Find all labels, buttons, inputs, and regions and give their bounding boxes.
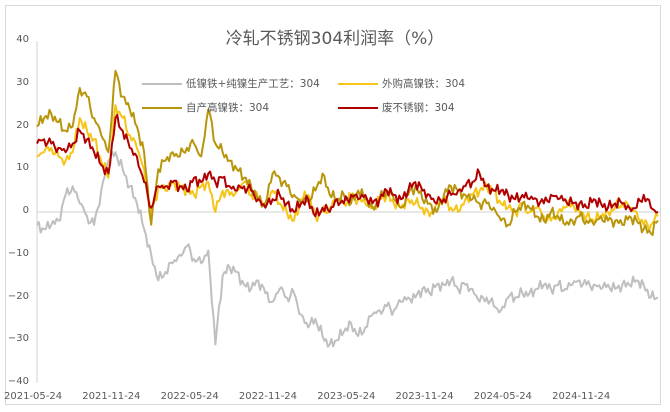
- chart-title: 冷轧不锈钢304利润率（%）: [225, 29, 445, 49]
- legend-label: 自产高镍铁：304: [186, 102, 270, 114]
- x-tick-label: 2024-05-24: [473, 391, 532, 402]
- y-tick-label: 30: [16, 76, 29, 88]
- x-tick-label: 2022-11-24: [238, 391, 298, 402]
- legend-swatch-gold: [142, 106, 182, 109]
- legend-item-scrap-stainless: 废不锈钢：304: [338, 100, 455, 115]
- series-line: [36, 150, 659, 348]
- series-line: [36, 69, 659, 237]
- series-line: [36, 113, 659, 218]
- legend-swatch-gray: [142, 82, 182, 85]
- legend-item-self-produced-high-nickel: 自产高镍铁：304: [142, 100, 269, 115]
- series-layer: [36, 69, 659, 348]
- y-tick-label: 20: [16, 119, 29, 131]
- legend-item-purchased-high-nickel: 外购高镍铁：304: [338, 76, 465, 91]
- y-tick-label: 0: [22, 205, 29, 216]
- x-tick-label: 2021-05-24: [4, 391, 63, 402]
- legend-swatch-yellow: [338, 82, 378, 85]
- x-tick-label: 2021-11-24: [82, 391, 141, 402]
- legend-item-low-nickel: 低镍铁+纯镍生产工艺：304: [142, 76, 320, 91]
- legend-swatch-red: [338, 106, 378, 109]
- x-tick-label: 2022-05-24: [160, 391, 219, 402]
- y-tick-label: 10: [16, 162, 29, 174]
- y-tick-label: −30: [7, 333, 29, 345]
- y-tick-label: −40: [7, 376, 29, 387]
- y-tick-label: −20: [7, 290, 29, 302]
- x-tick-label: 2024-11-24: [552, 391, 611, 402]
- y-tick-label: 40: [16, 34, 29, 45]
- legend-label: 废不锈钢：304: [382, 102, 455, 114]
- y-tick-label: −10: [7, 247, 29, 259]
- x-tick-label: 2023-11-24: [395, 391, 454, 402]
- legend-label: 低镍铁+纯镍生产工艺：304: [186, 78, 320, 90]
- x-tick-label: 2023-05-24: [317, 391, 376, 402]
- legend-label: 外购高镍铁：304: [382, 78, 466, 90]
